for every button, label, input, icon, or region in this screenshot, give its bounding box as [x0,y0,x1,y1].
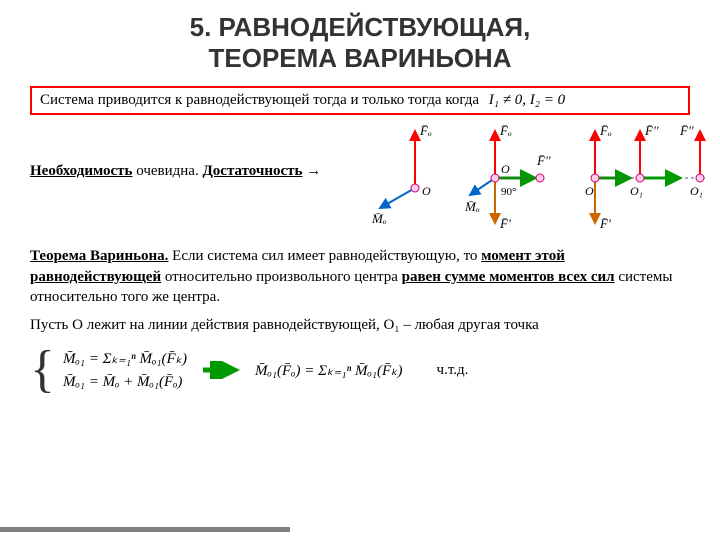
o1-label-3: O₁ [630,184,643,198]
formula-top: M̄ₒ₁ = Σₖ₌₁ⁿ M̄ₒ₁(F̄ₖ) [63,349,187,368]
diagram-panel-3: F̄ₒ F̄' F̄'' O O₁ F̄'' O₁ [575,123,715,233]
f2-down: F̄' [499,216,511,231]
angle-label: 90° [501,186,516,198]
sufficiency-label: Достаточность [202,163,302,179]
necessity-line: Необходимость очевидна. Достаточность → [30,163,321,180]
condition-box: Система приводится к равнодействующей то… [30,86,690,115]
let-line: Пусть O лежит на линии действия равнодей… [30,317,690,334]
fo-label-1: F̄ₒ [419,123,432,138]
necessity-label: Необходимость [30,163,132,179]
diagram-area: Необходимость очевидна. Достаточность → … [30,123,690,238]
title-line-1: 5. РАВНОДЕЙСТВУЮЩАЯ, [190,12,531,42]
theorem-body-1: Если система сил имеет равнодействующую,… [168,248,481,264]
mo-label-2: M̄ₒ [465,199,480,214]
f2-side: F̄'' [536,153,551,168]
mo-label-1: M̄ₒ [371,211,387,226]
necessity-rest: очевидна. [132,163,202,179]
formula-bot: M̄ₒ₁ = M̄ₒ + M̄ₒ₁(F̄ₒ) [63,374,187,391]
theorem-body-3: относительно произвольного центра [161,269,402,285]
panel-svg-2: F̄ₒ M̄ₒ F̄'' F̄' 90° O [465,123,565,238]
fo-label-3: F̄ₒ [599,123,612,138]
theorem-label: Теорема Вариньона. [30,248,168,264]
condition-text: Система приводится к равнодействующей то… [40,92,479,108]
f3-side2: F̄'' [679,123,694,138]
diagram-panel-1: F̄ₒ M̄ₒ O [370,123,460,233]
f3-side1: F̄'' [644,123,659,138]
condition-formula: I₁ ≠ 0, I₂ = 0 [489,92,565,108]
panel-svg-1: F̄ₒ M̄ₒ O [370,123,460,238]
panel-svg-3: F̄ₒ F̄' F̄'' O O₁ F̄'' O₁ [575,123,715,238]
theorem-body-4: равен сумме моментов всех сил [402,269,615,285]
o-label-2: O [501,162,510,176]
formula-row: { M̄ₒ₁ = Σₖ₌₁ⁿ M̄ₒ₁(F̄ₖ) M̄ₒ₁ = M̄ₒ + M̄… [30,342,690,398]
diagram-panel-2: F̄ₒ M̄ₒ F̄'' F̄' 90° O [465,123,565,233]
brace-icon: { [30,342,55,398]
formula-stack: M̄ₒ₁ = Σₖ₌₁ⁿ M̄ₒ₁(F̄ₖ) M̄ₒ₁ = M̄ₒ + M̄ₒ₁… [63,349,187,391]
title-line-2: ТЕОРЕМА ВАРИНЬОНА [209,43,512,73]
o2-label-3: O₁ [690,184,703,198]
arrow-symbol: → [302,163,321,179]
qed: ч.т.д. [437,362,469,379]
o-label-1: O [422,184,431,198]
arrow-block [201,361,241,379]
theorem-text: Теорема Вариньона. Если система сил имее… [30,246,690,307]
formula-mid: M̄ₒ₁(F̄ₒ) = Σₖ₌₁ⁿ M̄ₒ₁(F̄ₖ) [255,361,403,380]
slide-title: 5. РАВНОДЕЙСТВУЮЩАЯ, ТЕОРЕМА ВАРИНЬОНА [30,12,690,74]
fo-label-2: F̄ₒ [499,123,512,138]
f3-down: F̄' [599,216,611,231]
o-label-3: O [585,184,594,198]
footer-bar [0,527,290,532]
